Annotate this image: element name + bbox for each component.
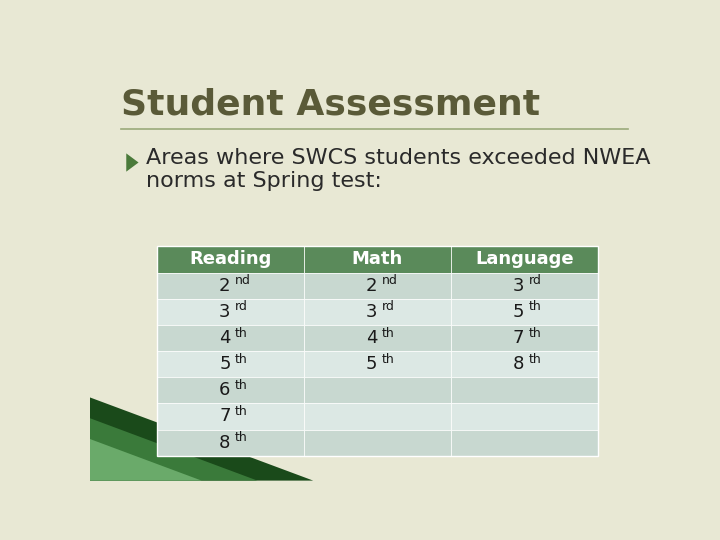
Text: 5: 5 (219, 355, 230, 373)
Bar (451, 273, 598, 299)
Bar (157, 429, 304, 456)
Bar (157, 325, 304, 351)
Bar (304, 299, 451, 325)
Bar (157, 377, 304, 403)
Bar (304, 246, 451, 273)
Text: th: th (528, 300, 541, 313)
Text: 5: 5 (513, 303, 524, 321)
Polygon shape (90, 439, 202, 481)
Polygon shape (90, 418, 258, 481)
Text: 7: 7 (513, 329, 524, 347)
Text: Math: Math (352, 250, 403, 268)
Text: 7: 7 (219, 408, 230, 426)
Text: 5: 5 (366, 355, 377, 373)
Bar (451, 377, 598, 403)
Bar (157, 246, 304, 273)
Text: 6: 6 (219, 381, 230, 399)
Text: nd: nd (235, 274, 251, 287)
Text: th: th (528, 353, 541, 366)
Bar (304, 273, 451, 299)
Text: th: th (382, 327, 395, 340)
Text: th: th (382, 353, 395, 366)
Text: rd: rd (235, 300, 248, 313)
Text: th: th (235, 327, 248, 340)
Text: th: th (528, 327, 541, 340)
Text: 8: 8 (513, 355, 524, 373)
Bar (157, 403, 304, 429)
Bar (451, 429, 598, 456)
Text: th: th (235, 353, 248, 366)
Bar (157, 351, 304, 377)
Text: th: th (235, 405, 248, 418)
Bar (451, 299, 598, 325)
Bar (157, 299, 304, 325)
Bar (304, 351, 451, 377)
Text: Reading: Reading (189, 250, 271, 268)
Text: 3: 3 (219, 303, 230, 321)
Text: 4: 4 (219, 329, 230, 347)
Text: rd: rd (382, 300, 395, 313)
Text: 3: 3 (513, 277, 524, 295)
Bar (451, 325, 598, 351)
Polygon shape (90, 397, 313, 481)
Text: 4: 4 (366, 329, 377, 347)
Bar (451, 351, 598, 377)
Text: Language: Language (475, 250, 574, 268)
Text: th: th (235, 431, 248, 444)
Bar (304, 429, 451, 456)
Text: 8: 8 (219, 434, 230, 451)
Text: nd: nd (382, 274, 397, 287)
Bar (157, 246, 598, 456)
Bar (451, 403, 598, 429)
Text: rd: rd (528, 274, 541, 287)
Text: 2: 2 (219, 277, 230, 295)
Bar (304, 377, 451, 403)
Bar (451, 246, 598, 273)
Text: norms at Spring test:: norms at Spring test: (145, 171, 382, 191)
Polygon shape (126, 153, 138, 172)
Text: th: th (235, 379, 248, 392)
Bar (304, 325, 451, 351)
Bar (304, 403, 451, 429)
Text: Areas where SWCS students exceeded NWEA: Areas where SWCS students exceeded NWEA (145, 148, 650, 168)
Text: 2: 2 (366, 277, 377, 295)
Text: Student Assessment: Student Assessment (121, 87, 540, 122)
Bar (157, 273, 304, 299)
Text: 3: 3 (366, 303, 377, 321)
